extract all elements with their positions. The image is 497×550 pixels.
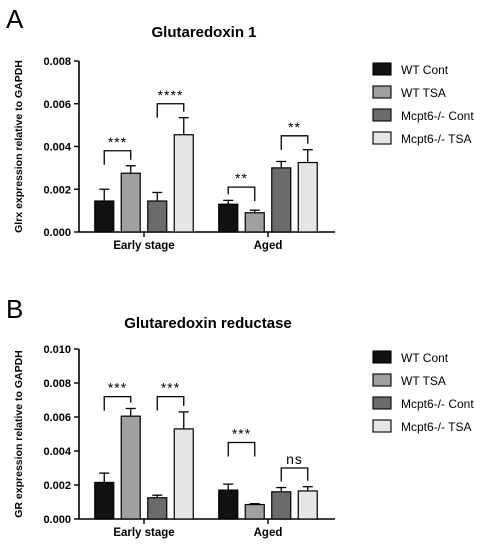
y-tick-label: 0.008 bbox=[43, 56, 71, 68]
legend-swatch bbox=[372, 85, 392, 99]
significance-label: ns bbox=[286, 451, 303, 467]
x-tick-label: Aged bbox=[254, 240, 283, 252]
legend-label: WT Cont bbox=[401, 63, 449, 77]
legend-label: WT TSA bbox=[401, 86, 446, 100]
legend-swatch bbox=[372, 396, 392, 410]
significance-bracket bbox=[280, 467, 309, 482]
panel-letter: A bbox=[6, 4, 24, 34]
significance-bracket bbox=[103, 150, 132, 165]
legend-swatch bbox=[372, 373, 392, 387]
significance-bracket bbox=[103, 395, 132, 411]
chart-panel-2: B Glutaredoxin reductase GR expression rel… bbox=[6, 294, 474, 539]
significance-label: *** bbox=[108, 134, 127, 150]
y-tick-label: 0.006 bbox=[43, 412, 71, 424]
y-tick-label: 0.004 bbox=[43, 142, 71, 154]
significance-bracket bbox=[156, 395, 185, 411]
legend-swatch bbox=[372, 350, 392, 364]
significance-bracket bbox=[280, 135, 309, 150]
y-axis-title: GR expression relative to GAPDH bbox=[13, 350, 25, 517]
bar bbox=[147, 200, 168, 233]
bar bbox=[271, 167, 292, 233]
significance-bracket bbox=[227, 441, 256, 457]
y-tick-label: 0.004 bbox=[43, 446, 71, 458]
bar bbox=[244, 503, 265, 520]
x-tick-label: Aged bbox=[254, 527, 283, 539]
significance-label: ** bbox=[235, 170, 248, 186]
y-tick-label: 0.002 bbox=[43, 184, 71, 196]
x-tick-label: Early stage bbox=[113, 240, 174, 252]
panel-letter: B bbox=[6, 294, 23, 324]
bar bbox=[120, 415, 141, 520]
bar bbox=[218, 489, 239, 520]
significance-label: ** bbox=[288, 119, 301, 135]
bar bbox=[173, 134, 194, 233]
bar bbox=[147, 497, 168, 520]
legend-swatch bbox=[372, 131, 392, 145]
x-tick-label: Early stage bbox=[113, 527, 174, 539]
y-tick-label: 0.006 bbox=[43, 99, 71, 111]
bar bbox=[297, 161, 318, 233]
bar bbox=[173, 428, 194, 520]
legend-label: Mcpt6-/- TSA bbox=[401, 420, 471, 434]
bar bbox=[94, 481, 115, 520]
significance-label: **** bbox=[158, 87, 184, 103]
y-tick-label: 0.000 bbox=[43, 514, 71, 526]
y-tick-label: 0.002 bbox=[43, 480, 71, 492]
chart-title: Glutaredoxin reductase bbox=[124, 315, 292, 332]
bar bbox=[218, 203, 239, 233]
legend-swatch bbox=[372, 419, 392, 433]
legend-label: Mcpt6-/- Cont bbox=[401, 397, 474, 411]
legend-label: Mcpt6-/- Cont bbox=[401, 109, 474, 123]
bar bbox=[94, 200, 115, 233]
y-tick-label: 0.000 bbox=[43, 227, 71, 239]
legend-swatch bbox=[372, 62, 392, 76]
legend-label: WT TSA bbox=[401, 374, 446, 388]
significance-label: *** bbox=[108, 380, 127, 396]
significance-label: *** bbox=[161, 380, 180, 396]
bar bbox=[297, 490, 318, 520]
bar bbox=[244, 212, 265, 233]
legend-label: Mcpt6-/- TSA bbox=[401, 132, 471, 146]
legend-swatch bbox=[372, 108, 392, 122]
y-axis-title: Glrx expression relative to GAPDH bbox=[13, 60, 25, 233]
y-tick-label: 0.010 bbox=[43, 344, 71, 356]
y-tick-label: 0.008 bbox=[43, 378, 71, 390]
significance-bracket bbox=[227, 186, 256, 202]
bar bbox=[120, 172, 141, 233]
chart-title: Glutaredoxin 1 bbox=[151, 24, 256, 41]
significance-label: *** bbox=[232, 426, 251, 442]
bar bbox=[271, 491, 292, 520]
significance-bracket bbox=[156, 103, 185, 118]
legend-label: WT Cont bbox=[401, 351, 449, 365]
chart-panel-1: A Glutaredoxin 1 Glrx expression relative … bbox=[6, 4, 474, 252]
